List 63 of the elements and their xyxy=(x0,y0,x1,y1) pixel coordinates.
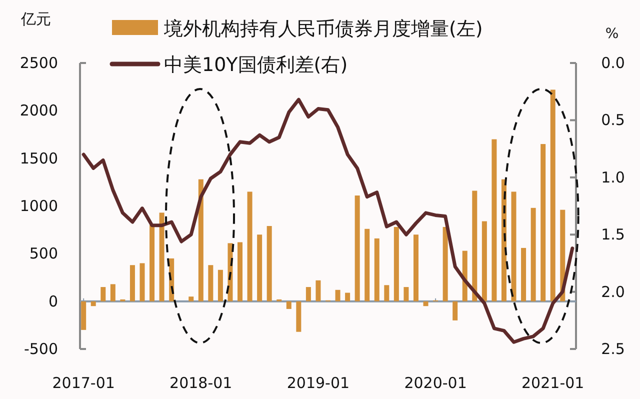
bar xyxy=(540,144,546,302)
bar xyxy=(550,90,556,302)
bar xyxy=(345,292,350,302)
bar xyxy=(150,225,155,302)
y-tick-label: 1000 xyxy=(20,197,58,215)
y-axis-title: 亿元 xyxy=(20,10,51,28)
y2-tick-label: 0.5 xyxy=(601,111,625,130)
bar xyxy=(188,296,194,302)
bar xyxy=(286,301,292,309)
bar xyxy=(482,221,487,302)
y-tick-label: 500 xyxy=(29,244,58,263)
y2-axis-title: % xyxy=(605,26,619,42)
x-tick-label: 2017-01 xyxy=(52,374,115,392)
bar xyxy=(354,196,360,302)
bar xyxy=(306,287,311,302)
bar xyxy=(335,290,340,302)
bar xyxy=(530,208,536,302)
bar xyxy=(266,226,272,302)
x-tick-label: 2021-01 xyxy=(522,374,584,392)
bar xyxy=(159,212,164,302)
bar xyxy=(81,301,86,330)
bar xyxy=(492,139,497,302)
bar xyxy=(130,265,135,302)
x-tick-label: 2020-01 xyxy=(404,374,467,392)
bar xyxy=(442,226,448,302)
bar xyxy=(452,301,458,320)
bar xyxy=(208,265,214,302)
y-tick-label: 0 xyxy=(48,292,58,310)
y2-tick-label: 1.0 xyxy=(601,168,625,186)
bar xyxy=(296,301,302,332)
bar xyxy=(374,238,380,302)
bar xyxy=(257,234,262,302)
x-tick-label: 2018-01 xyxy=(170,374,232,392)
bar xyxy=(198,179,204,302)
bar xyxy=(521,248,526,302)
bar xyxy=(404,287,409,302)
y-tick-label: 2500 xyxy=(20,54,58,72)
legend-label: 境外机构持有人民币债券月度增量(左) xyxy=(163,18,483,40)
y-tick-label: 2000 xyxy=(20,102,58,120)
line-series xyxy=(82,98,574,344)
bar xyxy=(90,301,96,306)
y2-tick-label: 1.5 xyxy=(601,226,625,244)
bar xyxy=(110,284,116,302)
bar xyxy=(247,192,252,302)
y2-tick-label: 2.5 xyxy=(601,340,625,358)
bar xyxy=(238,242,243,302)
bar xyxy=(472,190,478,302)
bar xyxy=(100,287,106,302)
y2-tick-label: 0.0 xyxy=(601,54,625,72)
bar xyxy=(364,228,370,302)
bar xyxy=(394,226,399,302)
y-tick-label: -500 xyxy=(24,340,58,358)
bar xyxy=(511,192,516,302)
legend-label: 中美10Y国债利差(右) xyxy=(164,54,348,76)
bar xyxy=(316,280,321,302)
y-tick-label: 1500 xyxy=(20,149,58,168)
bar xyxy=(384,285,390,302)
x-tick-label: 2019-01 xyxy=(286,374,350,392)
bar xyxy=(423,301,428,306)
bar xyxy=(140,263,145,302)
bar xyxy=(218,270,223,302)
y2-tick-label: 2.0 xyxy=(601,282,625,301)
bar xyxy=(413,234,418,302)
